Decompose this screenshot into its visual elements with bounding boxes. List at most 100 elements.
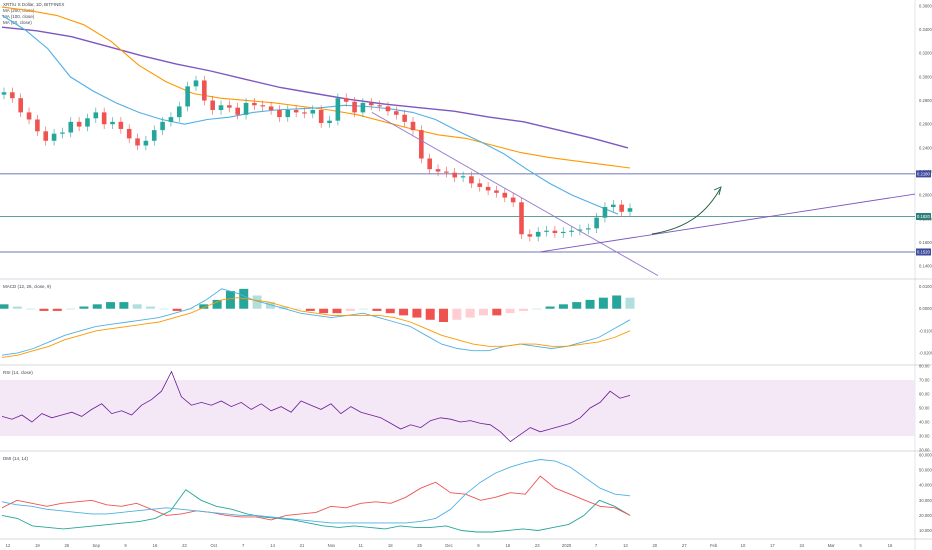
- candle-body: [527, 234, 533, 237]
- candle-body: [519, 202, 524, 235]
- candle-body: [402, 114, 407, 122]
- candle-body: [602, 207, 608, 218]
- rsi-y-tick-label: 80.00: [919, 364, 930, 369]
- x-tick-label: 24: [799, 543, 804, 548]
- price-tag-label: 0.1820: [917, 214, 930, 219]
- x-tick-label: Dec: [445, 543, 452, 548]
- x-tick-label: 16: [153, 543, 158, 548]
- x-tick-label: 2020: [562, 543, 572, 548]
- candle-body: [185, 86, 190, 107]
- x-tick-label: 7: [242, 543, 245, 548]
- candle-body: [352, 101, 357, 113]
- rsi-y-tick-label: 60.00: [919, 392, 930, 397]
- moving-average-line: [1, 14, 619, 215]
- rsi-y-tick-label: 50.00: [919, 406, 930, 411]
- candle-body: [235, 107, 241, 115]
- macd-histogram-bar: [545, 306, 555, 309]
- macd-histogram-bar: [572, 302, 582, 309]
- candle-body: [10, 92, 15, 99]
- macd-histogram-bar: [199, 304, 209, 309]
- macd-histogram-bar: [452, 308, 462, 320]
- macd-histogram-bar: [66, 308, 76, 310]
- candle-body: [627, 208, 633, 212]
- macd-histogram-bar: [159, 308, 169, 310]
- x-tick-label: 23: [535, 543, 540, 548]
- macd-histogram-bar: [372, 308, 382, 311]
- macd-histogram-bar: [119, 302, 129, 309]
- macd-histogram-bar: [172, 308, 182, 311]
- dmi-y-tick-label: 10.0000: [919, 528, 932, 533]
- candle-body: [193, 80, 199, 87]
- x-tick-label: Nov: [328, 543, 336, 548]
- x-tick-label: 9: [124, 543, 127, 548]
- x-tick-label: 27: [682, 543, 687, 548]
- macd-histogram-bar: [598, 297, 608, 309]
- macd-histogram-bar: [478, 308, 488, 316]
- macd-histogram-bar: [385, 308, 395, 314]
- price-tag-box: [916, 248, 931, 256]
- dmi-y-tick-label: 60.0000: [919, 453, 932, 458]
- rsi-y-tick-label: 40.00: [919, 420, 930, 425]
- candle-body: [151, 130, 157, 141]
- candle-body: [268, 106, 274, 111]
- candle-body: [377, 105, 382, 107]
- x-tick-label: 26: [64, 543, 69, 548]
- macd-histogram-bar: [39, 308, 49, 311]
- candle-body: [285, 110, 291, 118]
- macd-histogram-bar: [612, 295, 622, 309]
- x-tick-label: 16: [505, 543, 510, 548]
- price-y-tick-label: 0.3200: [919, 51, 932, 56]
- rsi-y-tick-label: 20.00: [919, 448, 930, 453]
- candle-body: [252, 102, 257, 106]
- macd-histogram-bar: [292, 308, 302, 310]
- macd-histogram-bar: [425, 308, 435, 320]
- macd-histogram-bar: [625, 297, 635, 309]
- dmi-series-line: [1, 475, 631, 521]
- projection-arrow: [651, 188, 721, 235]
- macd-histogram-bar: [79, 306, 89, 309]
- candle-body: [544, 230, 549, 232]
- dmi-y-tick-label: 40.0000: [919, 483, 932, 488]
- candle-body: [176, 106, 182, 118]
- candle-body: [460, 176, 466, 178]
- candle-body: [126, 128, 132, 139]
- candle-body: [360, 102, 366, 113]
- macd-histogram-bar: [319, 308, 329, 314]
- x-tick-label: 21: [300, 543, 305, 548]
- price-y-tick-label: 0.2600: [919, 122, 932, 127]
- price-y-tick-label: 0.2000: [919, 193, 932, 198]
- moving-average-line: [1, 26, 629, 149]
- candle-body: [143, 140, 149, 146]
- dmi-legend: DMI (14, 14): [3, 456, 29, 461]
- candle-body: [1, 92, 7, 95]
- x-tick-label: 12: [6, 543, 11, 548]
- x-tick-label: Feb: [710, 543, 718, 548]
- candle-body: [35, 119, 40, 132]
- candle-body: [335, 98, 341, 121]
- dmi-y-tick-label: 30.0000: [919, 498, 932, 503]
- rsi-line: [1, 370, 631, 443]
- candle-body: [243, 102, 249, 115]
- x-tick-label: 18: [388, 543, 393, 548]
- price-y-tick-label: 0.2800: [919, 98, 932, 103]
- candle-body: [410, 121, 416, 131]
- price-tag-box: [916, 170, 931, 178]
- candle-body: [218, 105, 224, 111]
- x-tick-label: 16: [888, 543, 893, 548]
- candle-body: [485, 186, 491, 191]
- macd-histogram-bar: [585, 299, 595, 309]
- candle-body: [385, 106, 391, 112]
- macd-histogram-bar: [225, 291, 235, 309]
- candle-body: [444, 171, 449, 173]
- candle-body: [310, 110, 316, 114]
- candle-body: [393, 111, 399, 115]
- candle-body: [293, 110, 299, 113]
- candle-body: [43, 131, 49, 141]
- macd-line: [1, 288, 631, 356]
- macd-histogram-bar: [279, 306, 289, 309]
- macd-histogram-bar: [505, 308, 515, 314]
- x-tick-label: 23: [182, 543, 187, 548]
- candle-body: [85, 118, 90, 127]
- candle-body: [435, 169, 441, 172]
